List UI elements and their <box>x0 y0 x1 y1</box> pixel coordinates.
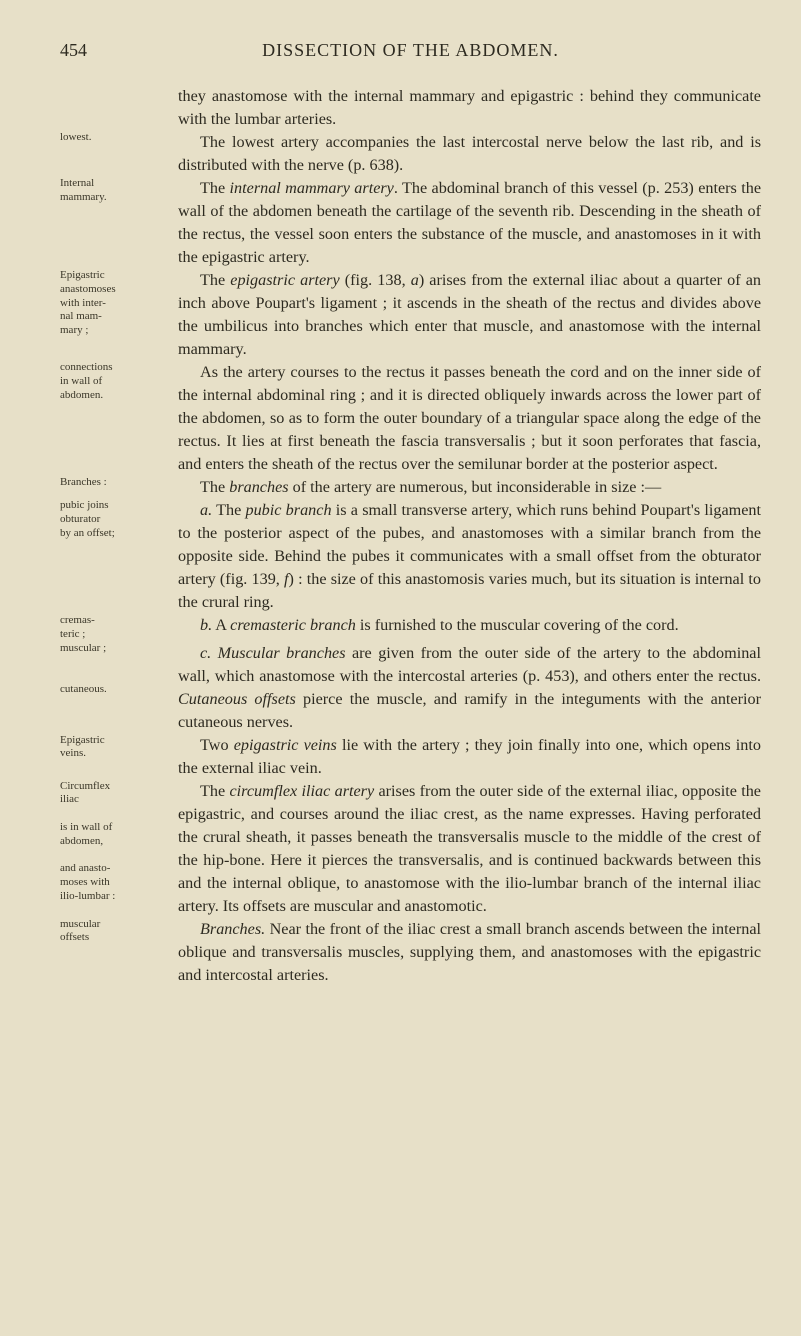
margin-note-line: teric ; <box>60 628 170 642</box>
paragraph-text: a. The pubic branch is a small transvers… <box>178 499 761 614</box>
margin-note-line: with inter- <box>60 297 170 311</box>
margin-note-line: anastomoses <box>60 283 170 297</box>
margin-note-line: offsets <box>60 931 170 945</box>
margin-note-line: connections <box>60 361 170 375</box>
margin-note-line <box>60 848 170 862</box>
margin-note-line: Circumflex <box>60 780 170 794</box>
paragraph: Epigastricanastomoseswith inter-nal mam-… <box>60 269 761 361</box>
paragraph: Circumflexiliac is in wall ofabdomen, an… <box>60 780 761 918</box>
paragraph-text: c. Muscular branches are given from the … <box>178 642 761 734</box>
paragraph-text: they anastomose with the internal mammar… <box>178 85 761 131</box>
margin-note-line: is in wall of <box>60 821 170 835</box>
margin-note-line: lowest. <box>60 131 170 145</box>
margin-note-line: obturator <box>60 513 170 527</box>
paragraph: muscular ; cutaneous.c. Muscular branche… <box>60 642 761 734</box>
margin-note-line: iliac <box>60 793 170 807</box>
margin-note-line: moses with <box>60 876 170 890</box>
body-text: they anastomose with the internal mammar… <box>60 85 761 987</box>
margin-note-line: Epigastric <box>60 734 170 748</box>
margin-note: connectionsin wall ofabdomen. <box>60 361 178 402</box>
paragraph: lowest. The lowest artery accompanies the… <box>60 131 761 177</box>
margin-note: pubic joinsobturatorby an offset; <box>60 499 178 540</box>
paragraph: cremas-teric ;b. A cremasteric branch is… <box>60 614 761 642</box>
paragraph: muscularoffsetsBranches. Near the front … <box>60 918 761 987</box>
margin-note-line: in wall of <box>60 375 170 389</box>
margin-note-line: Branches : <box>60 476 170 490</box>
paragraph: they anastomose with the internal mammar… <box>60 85 761 131</box>
margin-note-line <box>60 655 170 669</box>
margin-note: Epigastricveins. <box>60 734 178 762</box>
margin-note-line <box>60 807 170 821</box>
margin-note-line: cutaneous. <box>60 683 170 697</box>
paragraph: pubic joinsobturatorby an offset;a. The … <box>60 499 761 614</box>
margin-note-line: Internal <box>60 177 170 191</box>
margin-note-line: and anasto- <box>60 862 170 876</box>
margin-note: lowest. <box>60 131 178 145</box>
margin-note: Internalmammary. <box>60 177 178 205</box>
page: 454 DISSECTION OF THE ABDOMEN. they anas… <box>60 40 761 1296</box>
paragraph-text: Branches. Near the front of the iliac cr… <box>178 918 761 987</box>
paragraph: Internalmammary.The internal mammary art… <box>60 177 761 269</box>
margin-note-line: cremas- <box>60 614 170 628</box>
paragraph: Branches : The branches of the artery are… <box>60 476 761 499</box>
margin-note-line: pubic joins <box>60 499 170 513</box>
margin-note-line: mammary. <box>60 191 170 205</box>
paragraph-text: The internal mammary artery. The abdomin… <box>178 177 761 269</box>
paragraph-text: Two epigastric veins lie with the artery… <box>178 734 761 780</box>
margin-note-line: muscular ; <box>60 642 170 656</box>
paragraph: connectionsin wall ofabdomen.As the arte… <box>60 361 761 476</box>
margin-note: muscularoffsets <box>60 918 178 946</box>
margin-note-line <box>60 669 170 683</box>
paragraph-text: As the artery courses to the rectus it p… <box>178 361 761 476</box>
margin-note: muscular ; cutaneous. <box>60 642 178 697</box>
margin-note: Branches : <box>60 476 178 490</box>
paragraph-text: The circumflex iliac artery arises from … <box>178 780 761 918</box>
margin-note-line: nal mam- <box>60 310 170 324</box>
paragraph-text: b. A cremasteric branch is furnished to … <box>178 614 761 637</box>
margin-note-line: abdomen, <box>60 835 170 849</box>
paragraph-text: The lowest artery accompanies the last i… <box>178 131 761 177</box>
margin-note-line: mary ; <box>60 324 170 338</box>
margin-note-line: veins. <box>60 747 170 761</box>
paragraph: Epigastricveins.Two epigastric veins lie… <box>60 734 761 780</box>
margin-note-line: abdomen. <box>60 389 170 403</box>
paragraph-text: The epigastric artery (fig. 138, a) aris… <box>178 269 761 361</box>
margin-note: cremas-teric ; <box>60 614 178 642</box>
margin-note: Circumflexiliac is in wall ofabdomen, an… <box>60 780 178 904</box>
margin-note-line: ilio-lumbar : <box>60 890 170 904</box>
margin-note: Epigastricanastomoseswith inter-nal mam-… <box>60 269 178 338</box>
margin-note-line: by an offset; <box>60 527 170 541</box>
page-header: 454 DISSECTION OF THE ABDOMEN. <box>60 40 761 61</box>
margin-note-line: muscular <box>60 918 170 932</box>
paragraph-text: The branches of the artery are numerous,… <box>178 476 761 499</box>
margin-note-line: Epigastric <box>60 269 170 283</box>
chapter-title: DISSECTION OF THE ABDOMEN. <box>60 40 761 61</box>
